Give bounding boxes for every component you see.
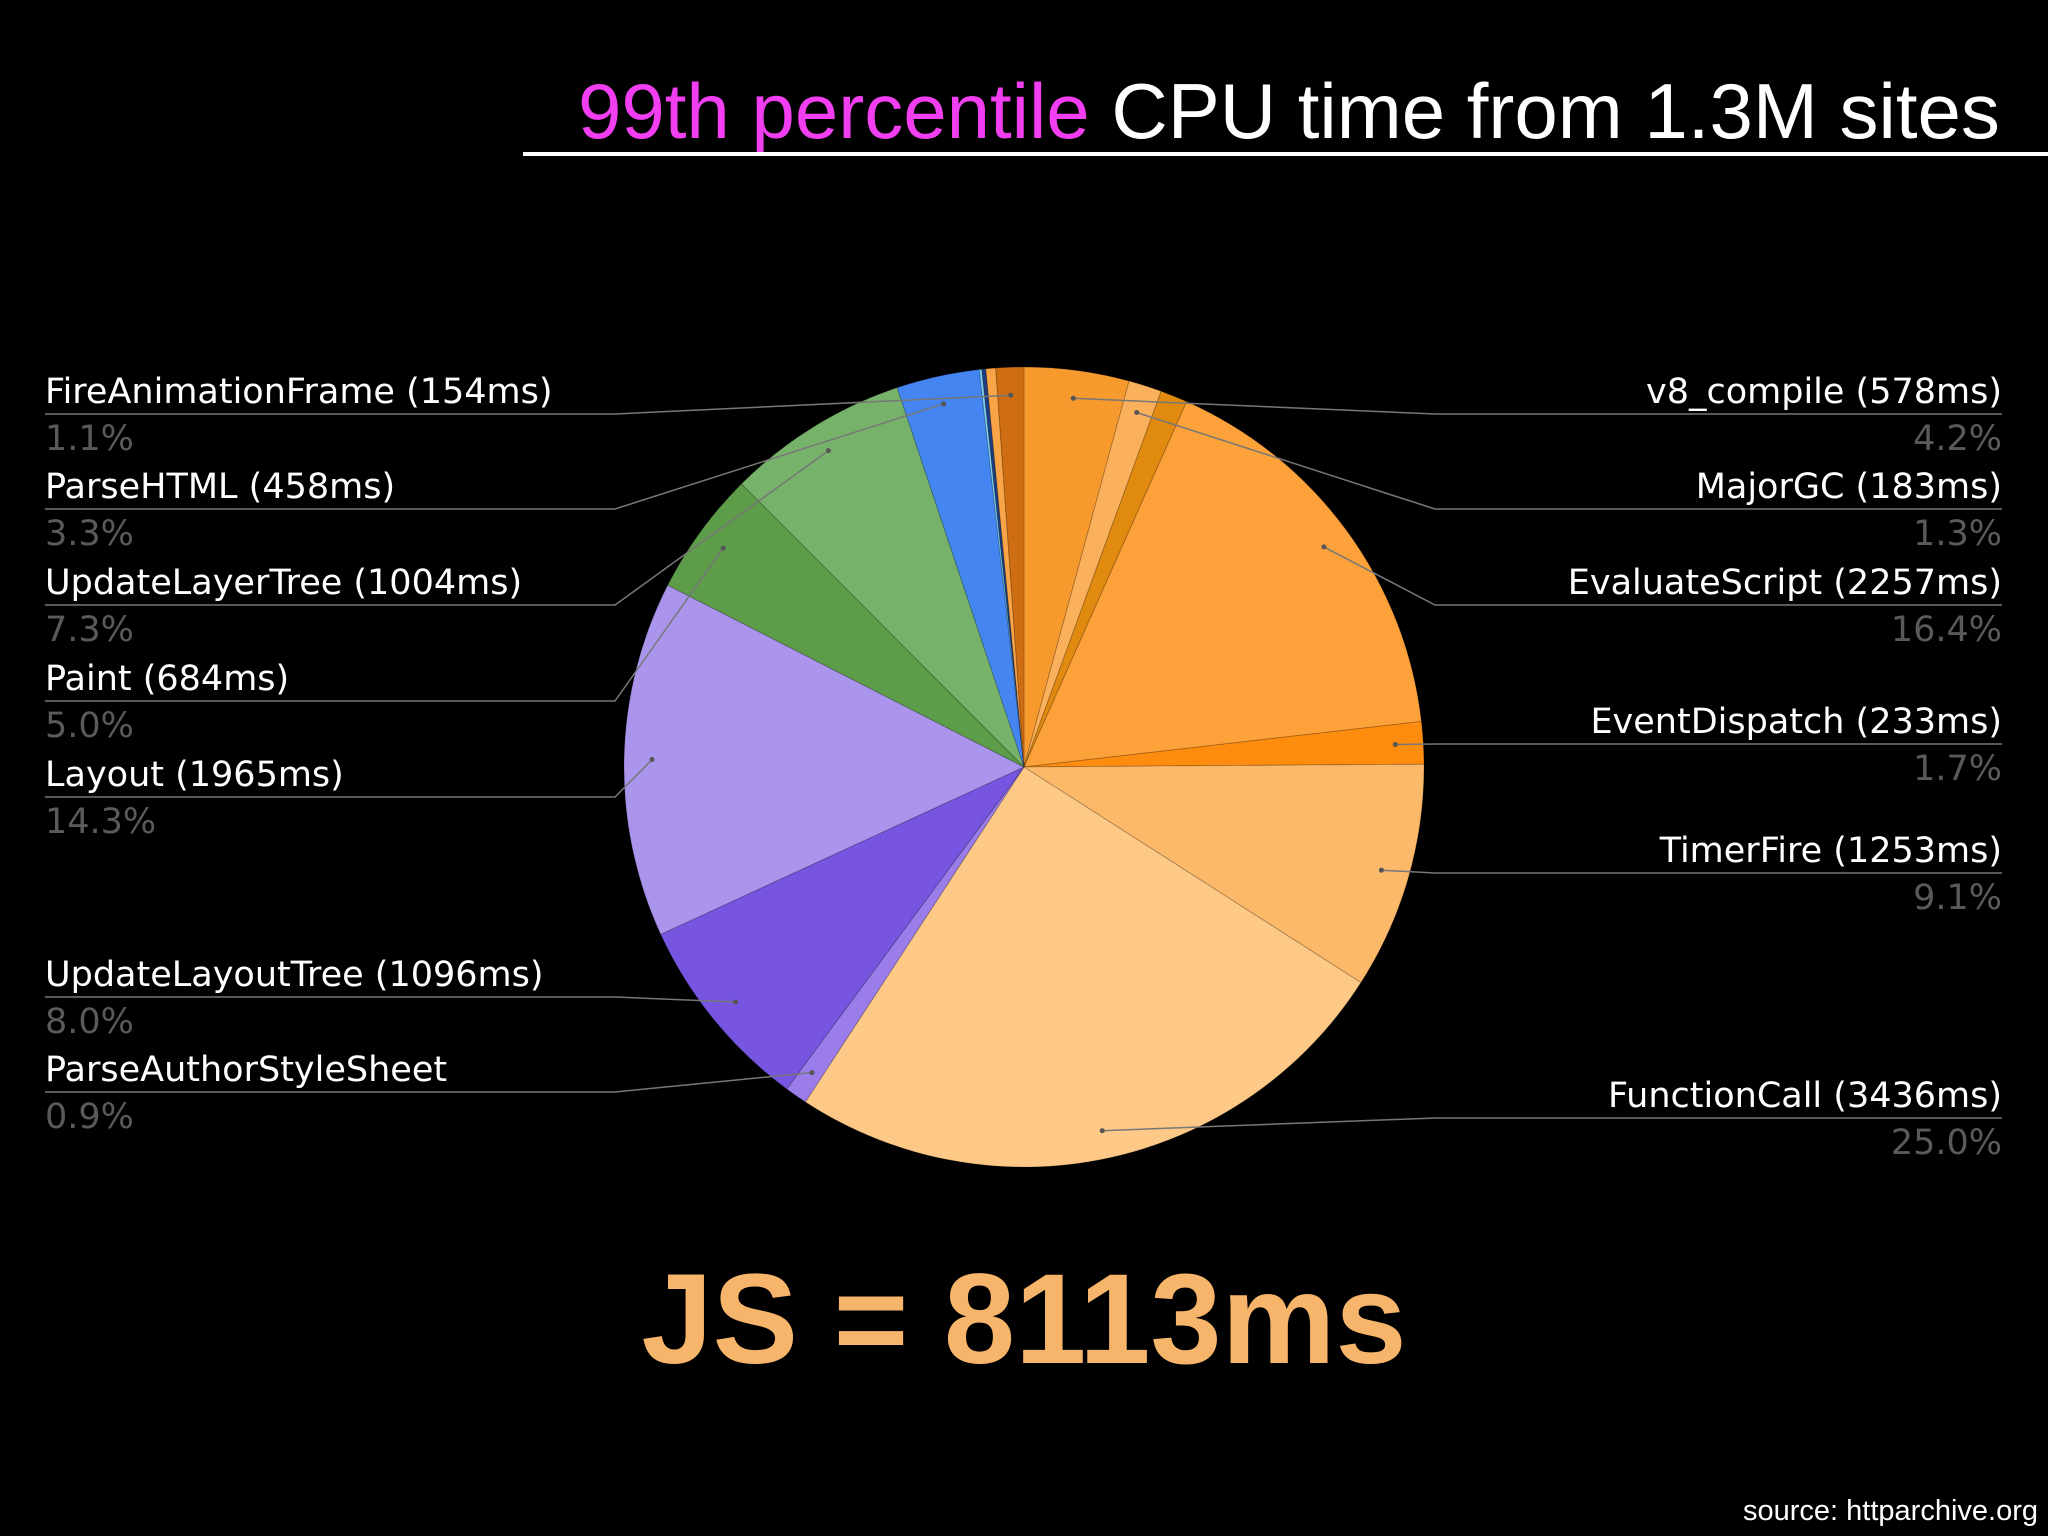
leader-dot-updatelayouttree [733, 999, 739, 1005]
slice-percent-fireanimationframe: 1.1% [45, 419, 134, 459]
slice-percent-functioncall: 25.0% [1891, 1123, 2002, 1163]
slice-percent-v8-compile: 4.2% [1913, 419, 2002, 459]
pie-slices [623, 366, 1425, 1168]
slice-label-functioncall: FunctionCall (3436ms) [1608, 1076, 2002, 1116]
leader-dot-majorgc [1134, 410, 1140, 415]
leader-line-updatelayertree [45, 449, 829, 606]
slice-percent-majorgc: 1.3% [1913, 514, 2002, 554]
pie-slice-parsehtml [896, 368, 1025, 768]
leader-line-eventdispatch [1395, 743, 2002, 746]
pie-slice-updatelayouttree [660, 766, 1025, 1090]
leader-line-layout [45, 758, 653, 798]
chart-title: 99th percentile CPU time from 1.3M sites [578, 66, 2000, 156]
leader-dot-parsehtml [941, 401, 947, 407]
slice-percent-eventdispatch: 1.7% [1913, 749, 2002, 789]
pie-slice-unlabeled [981, 368, 1025, 768]
leader-dot-updatelayertree [825, 448, 831, 454]
pie-slice-unlabeled [985, 367, 1025, 768]
leader-line-majorgc [1136, 411, 2002, 510]
slice-label-parsehtml: ParseHTML (458ms) [45, 467, 395, 507]
pie-slice-paint [667, 483, 1025, 768]
pie-slice-v8-compile [1023, 366, 1130, 768]
leader-dot-parseauthorstylesheet [809, 1070, 815, 1076]
leader-dot-v8-compile [1070, 395, 1076, 401]
leader-line-fireanimationframe [45, 394, 1011, 415]
pie-slice-eventdispatch [1023, 720, 1425, 768]
js-total-summary: JS = 8113ms [641, 1248, 1407, 1391]
slice-label-paint: Paint (684ms) [45, 659, 289, 699]
slice-percent-paint: 5.0% [45, 706, 134, 746]
leader-dot-fireanimationframe [1008, 392, 1014, 398]
slice-label-updatelayouttree: UpdateLayoutTree (1096ms) [45, 955, 544, 995]
leader-dot-eventdispatch [1392, 742, 1398, 747]
leader-line-parsehtml [45, 403, 944, 510]
source-credit: source: httparchive.org [1743, 1495, 2038, 1527]
slice-percent-parsehtml: 3.3% [45, 514, 134, 554]
title-rest: CPU time from 1.3M sites [1089, 67, 2000, 155]
slice-percent-layout: 14.3% [45, 802, 156, 842]
slice-percent-updatelayertree: 7.3% [45, 610, 134, 650]
slice-label-eventdispatch: EventDispatch (233ms) [1590, 702, 2002, 742]
slice-percent-updatelayouttree: 8.0% [45, 1002, 134, 1042]
slice-percent-timerfire: 9.1% [1913, 878, 2002, 918]
pie-slice-unlabeled [978, 368, 1025, 768]
slice-percent-evaluatescript: 16.4% [1891, 610, 2002, 650]
pie-slice-fireanimationframe [995, 366, 1025, 768]
slice-label-v8-compile: v8_compile (578ms) [1646, 372, 2002, 412]
pie-slice-functioncall [804, 766, 1362, 1168]
slice-label-parseauthorstylesheet: ParseAuthorStyleSheet [45, 1050, 447, 1090]
pie-slice-unlabeled [1023, 390, 1188, 768]
pie-slice-layout [623, 584, 1026, 936]
pie-slice-evaluatescript [1023, 400, 1422, 768]
leader-lines [45, 392, 2002, 1134]
title-highlight: 99th percentile [578, 67, 1090, 155]
pie-slice-timerfire [1022, 763, 1425, 984]
leader-line-updatelayouttree [45, 996, 736, 1003]
leader-dot-evaluatescript [1321, 544, 1327, 550]
leader-line-timerfire [1381, 869, 2002, 874]
slice-labels: v8_compile (578ms) 4.2% MajorGC (183ms) 1.3… [45, 372, 2002, 1163]
slice-percent-parseauthorstylesheet: 0.9% [45, 1097, 134, 1137]
leader-line-evaluatescript [1323, 546, 2002, 606]
pie-slice-updatelayertree [740, 387, 1025, 768]
title-underline [523, 152, 2048, 156]
slice-label-majorgc: MajorGC (183ms) [1696, 467, 2002, 507]
pie-slice-majorgc [1023, 380, 1162, 768]
leader-line-functioncall [1102, 1117, 2002, 1132]
slice-label-timerfire: TimerFire (1253ms) [1659, 831, 2002, 871]
leader-line-paint [45, 547, 724, 702]
leader-dot-timerfire [1378, 867, 1384, 873]
slice-label-fireanimationframe: FireAnimationFrame (154ms) [45, 372, 553, 412]
slice-label-updatelayertree: UpdateLayerTree (1004ms) [45, 563, 522, 603]
pie-slice-parseauthorstylesheet [785, 766, 1025, 1103]
slice-label-layout: Layout (1965ms) [45, 755, 344, 795]
leader-dot-layout [649, 757, 655, 762]
leader-line-v8-compile [1073, 397, 2002, 415]
leader-dot-paint [720, 545, 726, 551]
leader-dot-functioncall [1099, 1128, 1105, 1134]
slice-label-evaluatescript: EvaluateScript (2257ms) [1568, 563, 2002, 603]
leader-line-parseauthorstylesheet [45, 1071, 812, 1093]
